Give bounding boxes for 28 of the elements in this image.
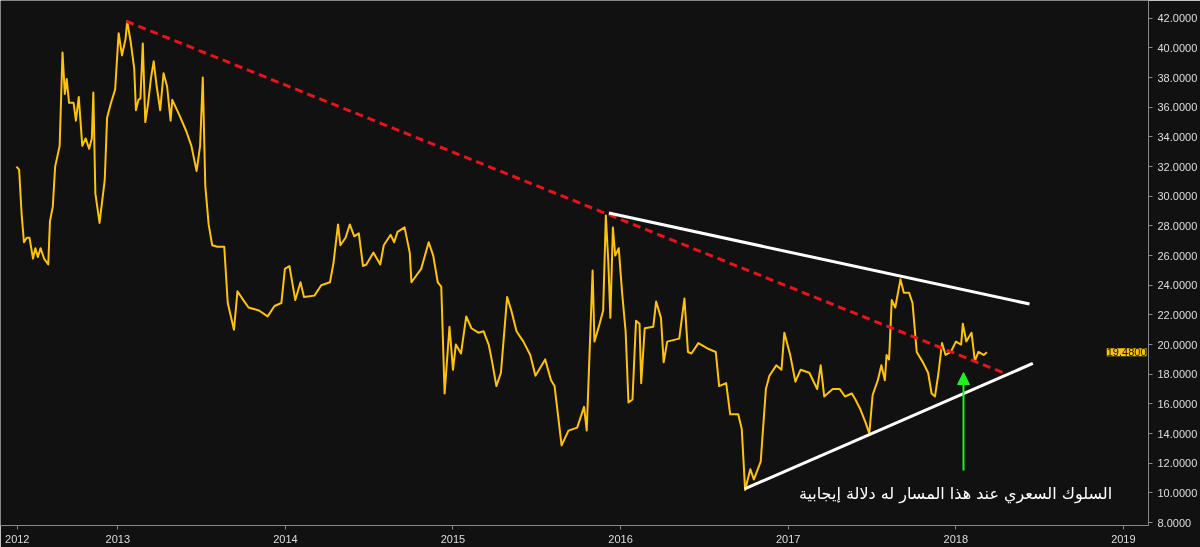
- y-tick-label: 20.0000: [1157, 338, 1198, 351]
- x-tick-label: 2013: [105, 532, 131, 545]
- y-tick-label: 12.0000: [1157, 457, 1198, 470]
- y-tick-label: 18.0000: [1157, 368, 1198, 381]
- y-tick-label: 22.0000: [1157, 308, 1198, 321]
- y-tick-label: 26.0000: [1157, 249, 1198, 262]
- x-tick-label: 2016: [608, 532, 633, 545]
- annotation: 19.4800: [1106, 346, 1147, 359]
- x-tick-label: 2012: [5, 532, 30, 545]
- x-tick-label: 2017: [775, 532, 801, 545]
- y-tick-label: 36.0000: [1157, 101, 1198, 114]
- annotation: السلوك السعري عند هذا المسار له دلالة إيجابية: [798, 484, 1113, 504]
- x-tick-label: 2015: [440, 532, 466, 545]
- y-tick-label: 28.0000: [1157, 219, 1198, 232]
- y-tick-label: 10.0000: [1157, 486, 1198, 499]
- y-tick-label: 42.0000: [1157, 12, 1198, 25]
- y-tick-label: 32.0000: [1157, 160, 1198, 173]
- y-tick-label: 16.0000: [1157, 397, 1198, 410]
- y-tick-label: 24.0000: [1157, 279, 1198, 292]
- y-tick-label: 8.0000: [1157, 516, 1192, 529]
- y-tick-label: 34.0000: [1157, 130, 1198, 143]
- y-tick-label: 38.0000: [1157, 71, 1198, 84]
- x-tick-label: 2018: [943, 532, 969, 545]
- x-tick-label: 2019: [1111, 532, 1136, 545]
- y-tick-label: 14.0000: [1157, 427, 1198, 440]
- x-tick-label: 2014: [273, 532, 298, 545]
- y-tick-label: 40.0000: [1157, 41, 1198, 54]
- y-tick-label: 30.0000: [1157, 190, 1198, 203]
